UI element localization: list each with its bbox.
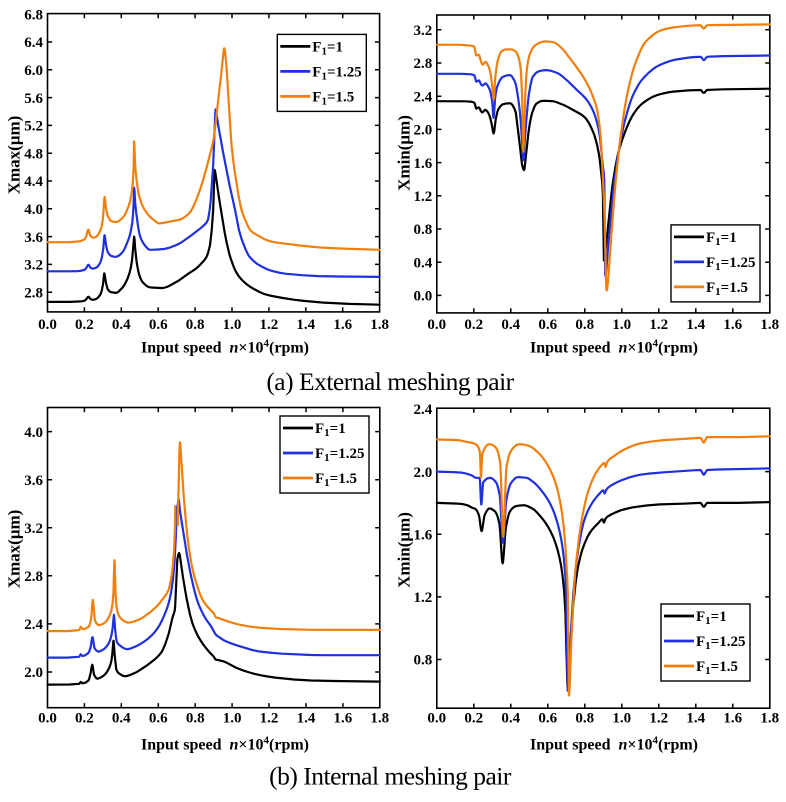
svg-text:1.4: 1.4 [686, 317, 705, 333]
svg-text:2.0: 2.0 [24, 665, 43, 681]
svg-text:6.0: 6.0 [24, 63, 43, 79]
svg-text:1.2: 1.2 [649, 317, 668, 333]
svg-text:3.6: 3.6 [24, 230, 43, 246]
svg-text:F1=1.25: F1=1.25 [696, 634, 745, 652]
svg-text:1.2: 1.2 [260, 711, 279, 727]
svg-text:2.8: 2.8 [24, 569, 43, 585]
svg-text:0.8: 0.8 [186, 317, 205, 333]
svg-text:Input speed n×104(rpm): Input speed n×104(rpm) [141, 735, 309, 754]
svg-text:0.2: 0.2 [464, 317, 483, 333]
svg-text:F1=1.5: F1=1.5 [706, 280, 748, 298]
svg-text:2.0: 2.0 [414, 465, 433, 481]
svg-text:1.4: 1.4 [686, 711, 705, 727]
svg-text:0.8: 0.8 [575, 317, 594, 333]
svg-text:5.2: 5.2 [24, 119, 43, 135]
svg-text:6.4: 6.4 [24, 35, 43, 51]
svg-text:F1=1: F1=1 [312, 39, 343, 57]
svg-text:0.4: 0.4 [112, 317, 131, 333]
svg-text:Input speed n×104(rpm): Input speed n×104(rpm) [141, 338, 309, 357]
svg-text:0.6: 0.6 [149, 711, 168, 727]
svg-text:0.4: 0.4 [501, 711, 520, 727]
svg-text:Xmax(μm): Xmax(μm) [5, 510, 24, 589]
svg-text:1.6: 1.6 [333, 317, 352, 333]
svg-text:F1=1: F1=1 [706, 230, 737, 248]
svg-text:F1=1: F1=1 [315, 421, 346, 439]
svg-text:3.2: 3.2 [24, 258, 43, 274]
svg-text:1.8: 1.8 [760, 711, 779, 727]
svg-text:1.0: 1.0 [612, 711, 631, 727]
svg-text:F1=1.5: F1=1.5 [696, 659, 738, 677]
svg-text:0.2: 0.2 [464, 711, 483, 727]
svg-text:2.4: 2.4 [414, 89, 433, 105]
svg-text:1.6: 1.6 [414, 156, 433, 172]
svg-text:0.4: 0.4 [501, 317, 520, 333]
svg-text:0.0: 0.0 [414, 289, 433, 305]
svg-text:2.8: 2.8 [24, 285, 43, 301]
svg-text:4.4: 4.4 [24, 174, 43, 190]
svg-text:0.6: 0.6 [149, 317, 168, 333]
svg-text:1.0: 1.0 [612, 317, 631, 333]
svg-text:1.8: 1.8 [370, 711, 389, 727]
svg-text:0.8: 0.8 [186, 711, 205, 727]
svg-text:1.0: 1.0 [223, 317, 242, 333]
svg-text:0.8: 0.8 [414, 653, 433, 669]
svg-text:0.6: 0.6 [538, 317, 557, 333]
svg-text:F1=1.5: F1=1.5 [312, 89, 354, 107]
svg-text:0.2: 0.2 [75, 317, 94, 333]
svg-text:0.8: 0.8 [575, 711, 594, 727]
svg-text:F1=1.5: F1=1.5 [315, 471, 357, 489]
svg-text:Input speed n×104(rpm): Input speed n×104(rpm) [530, 735, 698, 754]
svg-text:(a) External meshing pair: (a) External meshing pair [266, 367, 514, 396]
svg-text:1.6: 1.6 [723, 711, 742, 727]
svg-text:0.4: 0.4 [112, 711, 131, 727]
svg-text:Xmax(μm): Xmax(μm) [5, 116, 24, 195]
svg-text:0.0: 0.0 [427, 711, 446, 727]
svg-text:1.8: 1.8 [760, 317, 779, 333]
svg-text:Input speed n×104(rpm): Input speed n×104(rpm) [530, 338, 698, 357]
svg-text:F1=1.25: F1=1.25 [706, 255, 755, 273]
svg-text:1.6: 1.6 [414, 527, 433, 543]
svg-text:F1=1.25: F1=1.25 [312, 64, 361, 82]
svg-text:(b) Internal meshing pair: (b) Internal meshing pair [269, 762, 512, 791]
svg-text:6.8: 6.8 [24, 7, 43, 23]
svg-text:0.8: 0.8 [414, 222, 433, 238]
svg-text:4.8: 4.8 [24, 146, 43, 162]
svg-text:1.2: 1.2 [649, 711, 668, 727]
svg-text:0.4: 0.4 [414, 255, 433, 271]
svg-text:0.2: 0.2 [75, 711, 94, 727]
svg-text:1.4: 1.4 [296, 317, 315, 333]
svg-text:0.6: 0.6 [538, 711, 557, 727]
svg-text:2.4: 2.4 [24, 617, 43, 633]
svg-text:2.8: 2.8 [414, 56, 433, 72]
svg-text:F1=1: F1=1 [696, 609, 727, 627]
svg-text:1.8: 1.8 [370, 317, 389, 333]
svg-text:1.2: 1.2 [414, 590, 433, 606]
svg-text:0.0: 0.0 [427, 317, 446, 333]
svg-text:5.6: 5.6 [24, 91, 43, 107]
svg-text:3.2: 3.2 [414, 23, 433, 39]
svg-text:4.0: 4.0 [24, 202, 43, 218]
svg-text:4.0: 4.0 [24, 425, 43, 441]
svg-text:Xmin(μm): Xmin(μm) [395, 512, 414, 588]
svg-text:3.6: 3.6 [24, 473, 43, 489]
svg-text:F1=1.25: F1=1.25 [315, 446, 364, 464]
svg-text:1.0: 1.0 [223, 711, 242, 727]
svg-text:Xmin(μm): Xmin(μm) [395, 115, 414, 191]
svg-text:1.2: 1.2 [414, 189, 433, 205]
svg-text:1.6: 1.6 [334, 711, 353, 727]
svg-text:3.2: 3.2 [24, 521, 43, 537]
svg-text:2.4: 2.4 [414, 402, 433, 418]
svg-text:1.2: 1.2 [260, 317, 279, 333]
svg-text:1.4: 1.4 [297, 711, 316, 727]
svg-text:1.6: 1.6 [723, 317, 742, 333]
svg-text:0.0: 0.0 [38, 317, 57, 333]
svg-text:0.0: 0.0 [38, 711, 57, 727]
svg-text:2.0: 2.0 [414, 123, 433, 139]
